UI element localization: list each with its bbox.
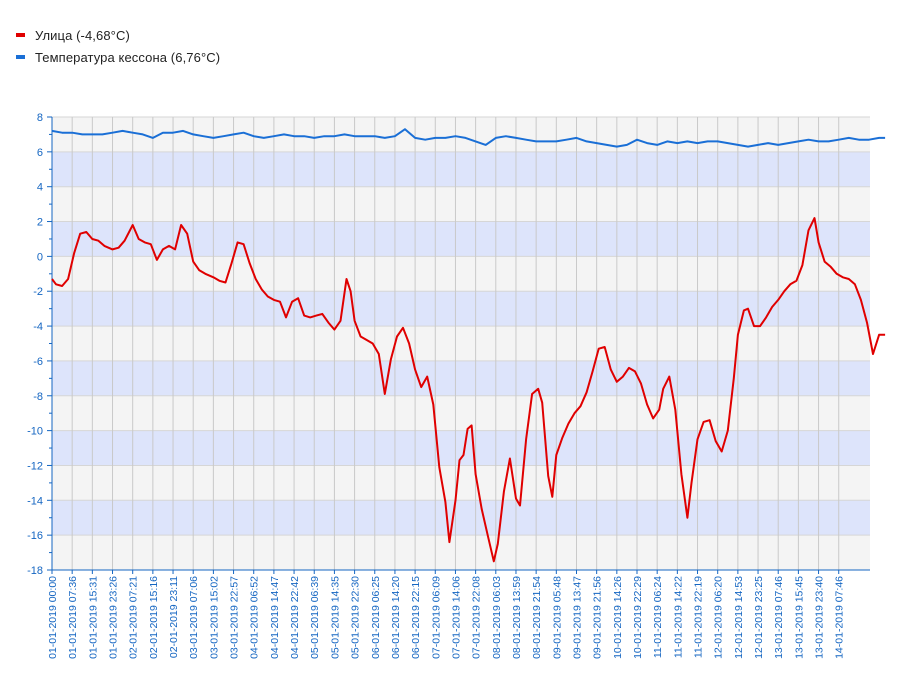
x-tick-label: 05-01-2019 14:35 [329, 576, 341, 659]
grid-band [52, 395, 870, 431]
x-tick-label: 05-01-2019 22:30 [350, 576, 362, 659]
y-tick-label: 2 [37, 217, 43, 229]
y-tick-label: 0 [37, 251, 43, 263]
legend-label-caisson: Температура кессона (6,76°C) [35, 49, 221, 65]
y-tick-label: -12 [27, 460, 43, 472]
x-tick-label: 11-01-2019 14:22 [672, 576, 684, 658]
y-tick-label: 8 [37, 112, 43, 124]
x-tick-label: 06-01-2019 14:20 [390, 576, 402, 659]
x-tick-label: 04-01-2019 22:42 [289, 576, 301, 659]
x-tick-label: 01-01-2019 00:00 [47, 576, 59, 659]
x-tick-label: 06-01-2019 22:15 [410, 576, 422, 659]
x-tick-label: 13-01-2019 15:45 [793, 576, 805, 659]
grid-band [52, 186, 870, 222]
grid-band [52, 291, 870, 327]
y-tick-label: -16 [27, 530, 43, 542]
x-tick-label: 11-01-2019 22:19 [693, 576, 705, 658]
x-tick-label: 02-01-2019 15:16 [148, 576, 160, 659]
x-tick-label: 07-01-2019 14:06 [450, 576, 462, 659]
x-tick-label: 01-01-2019 07:36 [67, 576, 79, 659]
grid-band [52, 151, 870, 187]
x-tick-label: 09-01-2019 13:47 [571, 576, 583, 659]
y-axis-ticks: 8 6 4 2 0 -2 -4 -6 -8 -10 -12 -14 -16 -18 [27, 112, 52, 577]
y-tick-label: -18 [27, 565, 43, 577]
x-tick-label: 12-01-2019 23:25 [753, 576, 765, 659]
y-tick-label: -10 [27, 426, 43, 438]
legend-swatch-caisson [16, 55, 25, 59]
grid-band [52, 256, 870, 292]
x-tick-label: 05-01-2019 06:39 [309, 576, 321, 659]
x-tick-label: 01-01-2019 15:31 [87, 576, 99, 659]
x-tick-label: 08-01-2019 21:54 [531, 576, 543, 659]
x-tick-label: 12-01-2019 14:53 [733, 576, 745, 659]
grid-band [52, 221, 870, 257]
grid-band [52, 465, 870, 501]
x-tick-label: 09-01-2019 05:48 [551, 576, 563, 659]
x-tick-label: 14-01-2019 07:46 [834, 576, 846, 659]
y-tick-label: -6 [33, 356, 43, 368]
x-tick-label: 04-01-2019 06:52 [249, 576, 261, 659]
legend-label-street: Улица (-4,68°C) [35, 27, 130, 43]
x-tick-label: 02-01-2019 23:11 [168, 576, 180, 658]
x-tick-label: 03-01-2019 07:06 [188, 576, 200, 659]
x-tick-label: 10-01-2019 14:26 [612, 576, 624, 659]
x-tick-label: 07-01-2019 22:08 [471, 576, 483, 659]
x-tick-label: 03-01-2019 22:57 [229, 576, 241, 659]
grid-band [52, 535, 870, 570]
x-tick-label: 01-01-2019 23:26 [108, 576, 120, 659]
x-tick-label: 09-01-2019 21:56 [592, 576, 604, 659]
legend-item-street[interactable]: Улица (-4,68°C) [14, 24, 220, 46]
x-tick-label: 11-01-2019 06:24 [652, 576, 664, 658]
y-tick-label: -2 [33, 286, 43, 298]
x-tick-label: 02-01-2019 07:21 [128, 576, 140, 659]
y-tick-label: -8 [33, 391, 43, 403]
background-bands [52, 116, 870, 571]
x-tick-label: 03-01-2019 15:02 [208, 576, 220, 659]
x-tick-label: 08-01-2019 06:03 [491, 576, 503, 659]
x-tick-label: 08-01-2019 13:59 [511, 576, 523, 659]
x-axis-ticks: 01-01-2019 00:00 01-01-2019 07:36 01-01-20… [47, 570, 846, 659]
x-tick-label: 06-01-2019 06:25 [370, 576, 382, 659]
legend-item-caisson[interactable]: Температура кессона (6,76°C) [14, 46, 220, 68]
grid-band [52, 430, 870, 466]
x-tick-label: 04-01-2019 14:47 [269, 576, 281, 659]
x-tick-label: 10-01-2019 22:29 [632, 576, 644, 659]
legend: Улица (-4,68°C) Температура кессона (6,7… [14, 24, 220, 68]
series-lines [51, 128, 886, 563]
y-tick-label: -4 [33, 321, 43, 333]
series-line-caisson [51, 128, 886, 148]
x-tick-label: 07-01-2019 06:09 [430, 576, 442, 659]
y-tick-label: 4 [37, 182, 43, 194]
y-tick-label: -14 [27, 495, 43, 507]
grid-band [52, 360, 870, 396]
x-tick-label: 12-01-2019 06:20 [713, 576, 725, 659]
series-line-street [51, 217, 886, 563]
x-tick-label: 13-01-2019 07:46 [773, 576, 785, 659]
x-tick-label: 13-01-2019 23:40 [814, 576, 826, 659]
grid-band [52, 117, 870, 152]
y-tick-label: 6 [37, 147, 43, 159]
grid-band [52, 500, 870, 536]
grid-band [52, 326, 870, 361]
legend-swatch-street [16, 33, 25, 37]
